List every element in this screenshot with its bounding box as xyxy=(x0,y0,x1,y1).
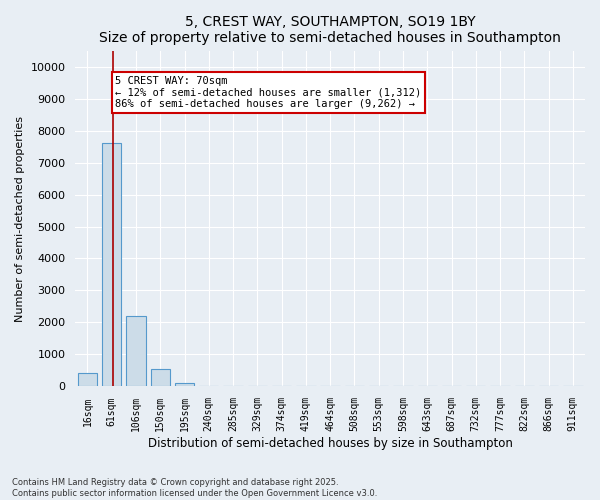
X-axis label: Distribution of semi-detached houses by size in Southampton: Distribution of semi-detached houses by … xyxy=(148,437,512,450)
Text: Contains HM Land Registry data © Crown copyright and database right 2025.
Contai: Contains HM Land Registry data © Crown c… xyxy=(12,478,377,498)
Bar xyxy=(102,144,121,386)
Bar xyxy=(126,316,146,386)
Title: 5, CREST WAY, SOUTHAMPTON, SO19 1BY
Size of property relative to semi-detached h: 5, CREST WAY, SOUTHAMPTON, SO19 1BY Size… xyxy=(99,15,561,45)
Text: 5 CREST WAY: 70sqm
← 12% of semi-detached houses are smaller (1,312)
86% of semi: 5 CREST WAY: 70sqm ← 12% of semi-detache… xyxy=(115,76,422,110)
Bar xyxy=(151,369,170,386)
Bar xyxy=(78,372,97,386)
Bar xyxy=(175,384,194,386)
Y-axis label: Number of semi-detached properties: Number of semi-detached properties xyxy=(15,116,25,322)
